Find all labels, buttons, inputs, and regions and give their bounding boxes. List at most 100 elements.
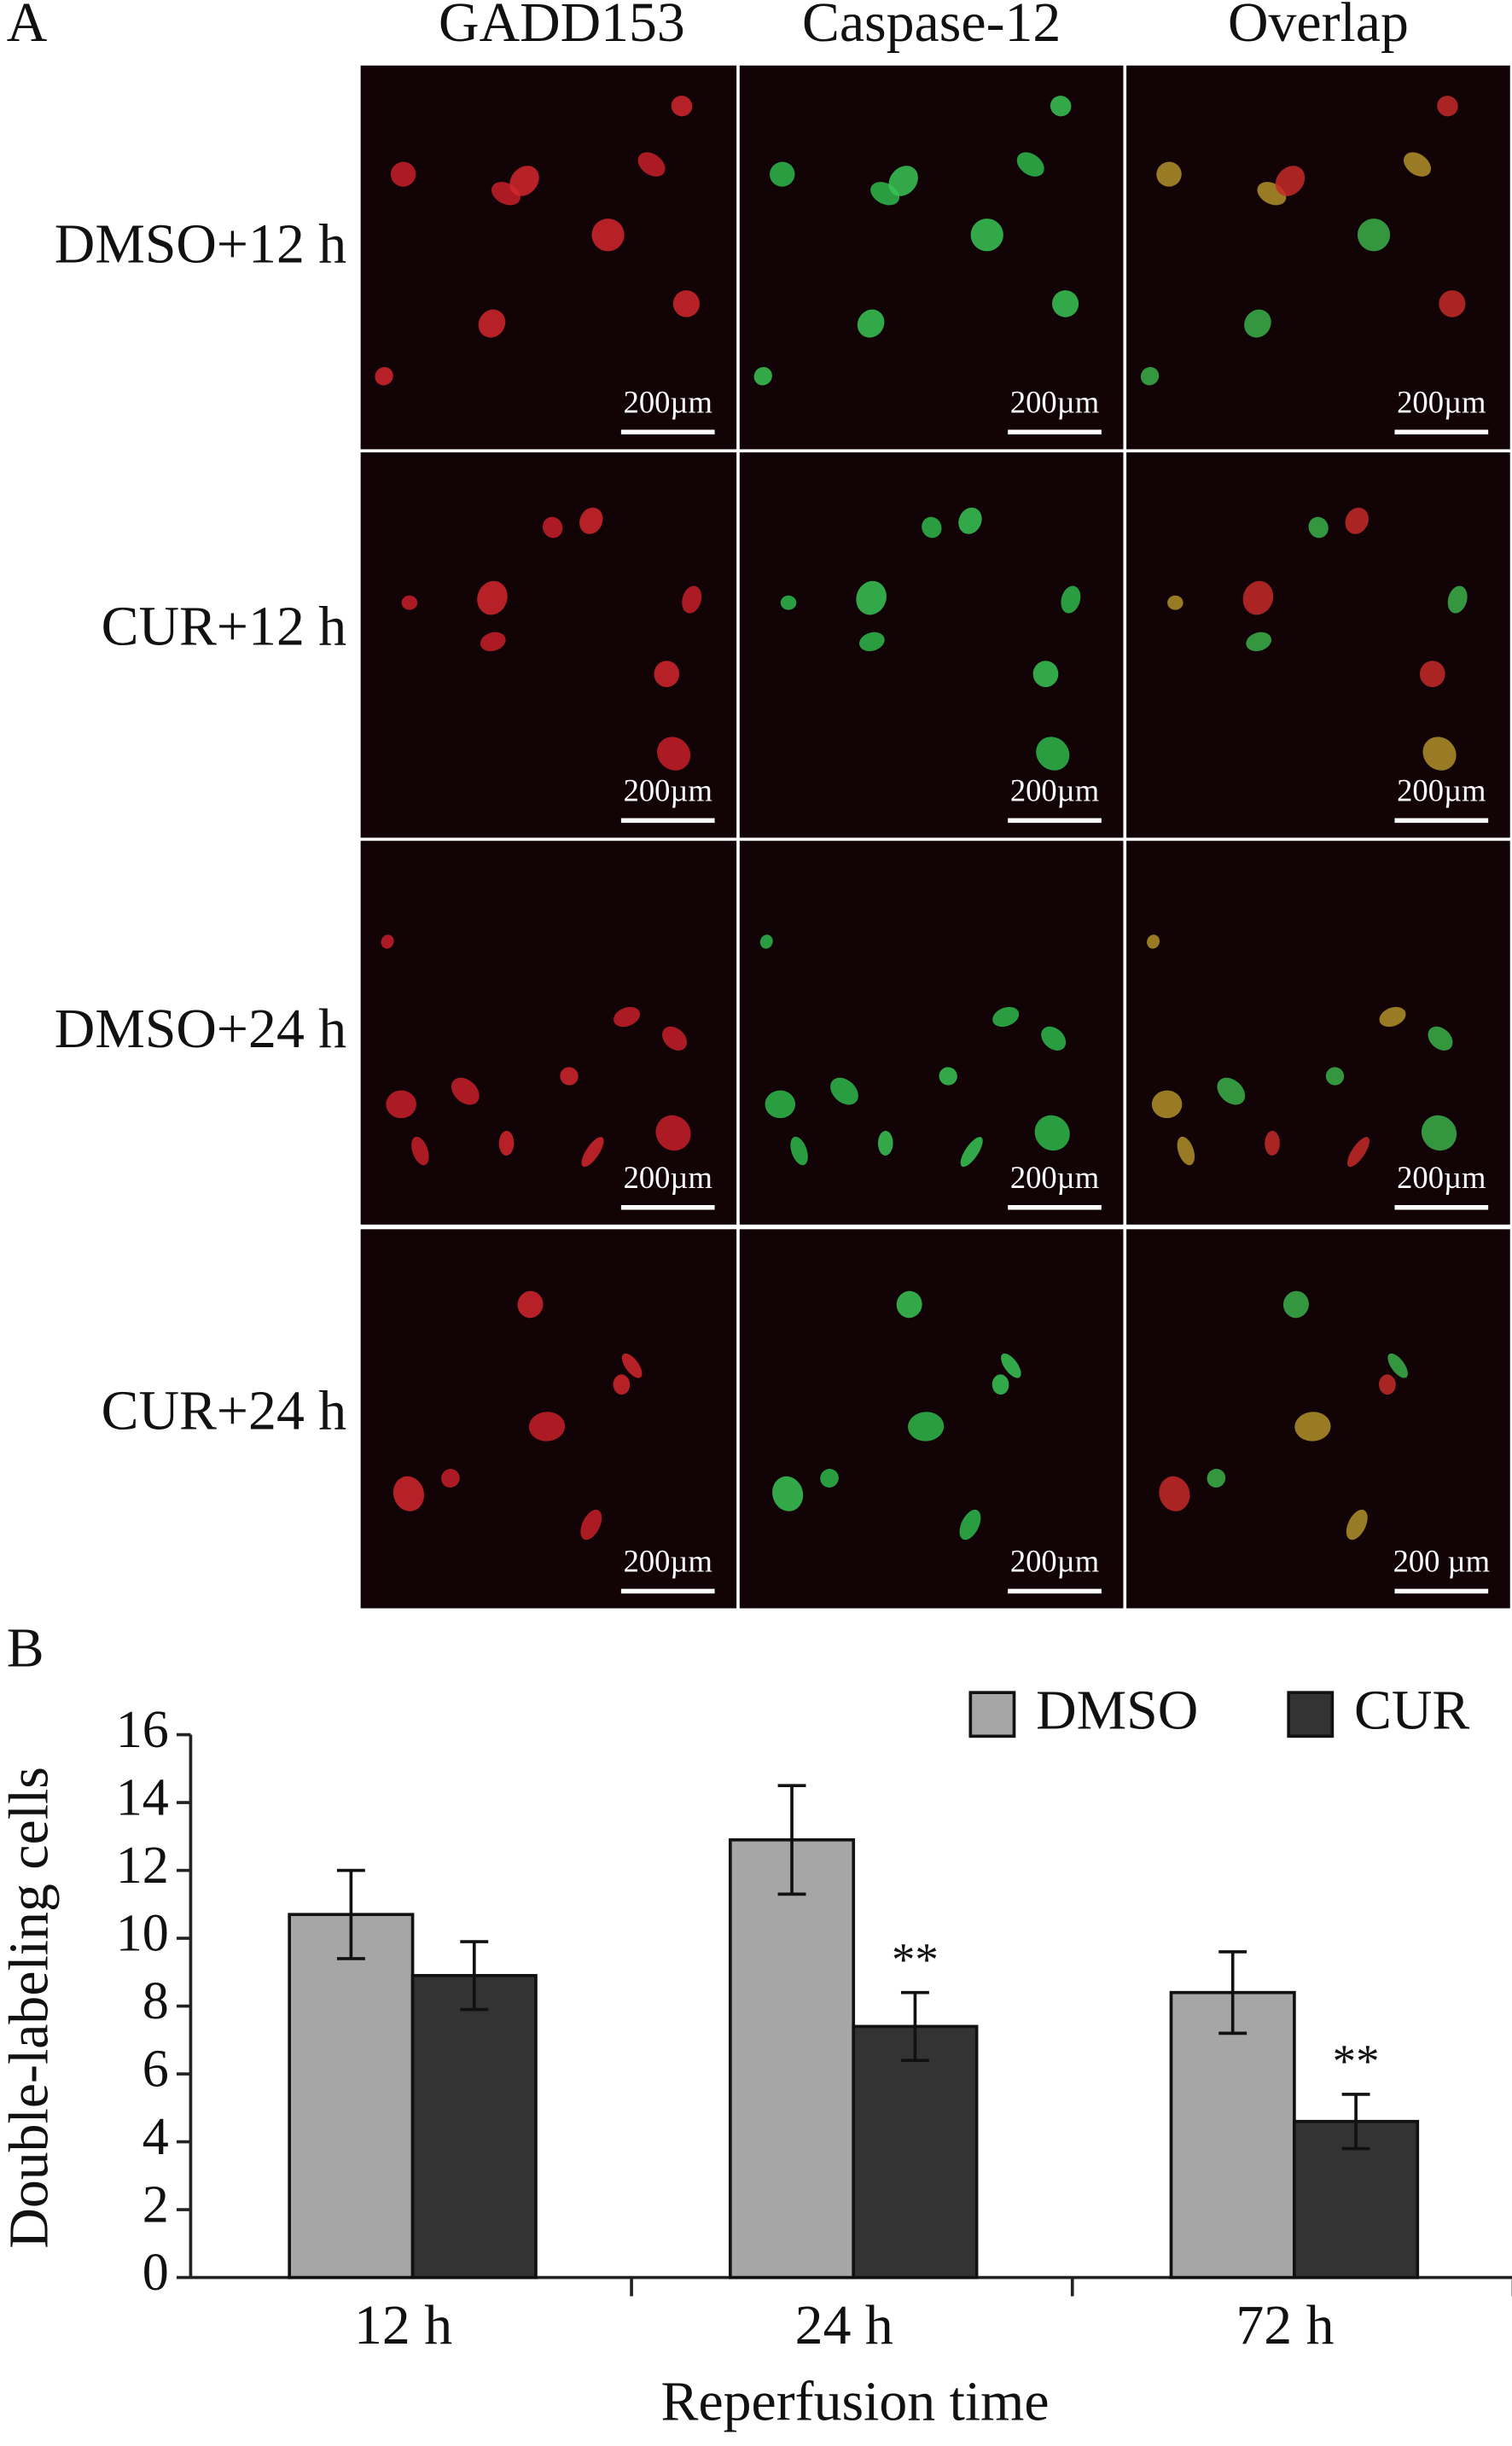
cell	[1346, 1509, 1368, 1540]
cell	[621, 1353, 643, 1378]
cell	[1242, 580, 1274, 615]
cell	[1265, 1131, 1280, 1156]
cell	[877, 1131, 893, 1156]
cell	[1346, 1137, 1370, 1168]
cell	[1308, 516, 1329, 539]
cell	[381, 935, 394, 949]
cell	[543, 516, 563, 539]
cell	[1294, 1412, 1331, 1441]
y-tick-label: 14	[116, 1768, 169, 1826]
cell	[1052, 290, 1079, 317]
cell	[1437, 96, 1458, 117]
legend-label: CUR	[1354, 1680, 1469, 1742]
cell	[579, 507, 603, 534]
legend-swatch	[968, 1691, 1016, 1738]
legend-swatch	[1287, 1691, 1335, 1738]
cell	[1325, 1067, 1345, 1086]
cell	[765, 1090, 796, 1119]
cell	[517, 1290, 544, 1319]
cell	[1177, 1136, 1195, 1166]
cell	[478, 309, 506, 338]
bar	[410, 1973, 538, 2280]
y-tick-label: 6	[142, 2040, 169, 2098]
cell	[411, 1136, 429, 1166]
cell	[759, 935, 773, 949]
cell	[1041, 1026, 1067, 1051]
scale-bar-label: 200µm	[624, 385, 712, 420]
cell	[451, 1077, 480, 1105]
cell	[655, 1115, 691, 1151]
y-tick-label: 10	[116, 1904, 169, 1962]
cell	[671, 96, 693, 117]
cell	[1379, 1374, 1396, 1395]
cell	[769, 161, 795, 187]
cell	[1246, 632, 1272, 651]
cell	[614, 1006, 641, 1028]
scale-bar-label: 200µm	[624, 773, 712, 808]
cell	[375, 367, 393, 386]
cell	[657, 737, 691, 771]
cell	[820, 1469, 839, 1488]
cell	[958, 507, 982, 534]
column-header: Overlap	[1228, 0, 1409, 54]
cell	[992, 1374, 1009, 1395]
cell	[1447, 585, 1468, 614]
cell	[992, 1006, 1020, 1028]
y-tick-label: 16	[116, 1701, 169, 1759]
scale-bar-label: 200µm	[624, 1544, 712, 1579]
cell	[859, 632, 885, 651]
scale-bar-label: 200µm	[1010, 1544, 1099, 1579]
significance-mark: **	[1333, 2035, 1380, 2088]
cell	[896, 1290, 922, 1319]
cell	[1345, 507, 1369, 534]
cell	[970, 218, 1003, 252]
cell	[1207, 1469, 1226, 1488]
cell	[856, 580, 887, 615]
cell	[1156, 161, 1182, 187]
bar	[852, 2024, 979, 2280]
cell	[1422, 737, 1457, 771]
cell	[1275, 166, 1306, 196]
cell	[401, 595, 418, 610]
cell	[672, 290, 700, 317]
cell	[386, 1090, 416, 1119]
column-header: GADD153	[439, 0, 685, 54]
cell	[1404, 152, 1432, 177]
cell	[480, 632, 506, 651]
scale-bar-label: 200µm	[1397, 385, 1486, 420]
row-label: DMSO+24 h	[55, 998, 346, 1060]
scale-bar-label: 200µm	[624, 1160, 712, 1195]
micrograph	[360, 452, 737, 838]
scale-bar-label: 200µm	[1010, 385, 1099, 420]
row-label: CUR+12 h	[102, 595, 347, 657]
bar	[729, 1837, 856, 2280]
cell	[662, 1026, 688, 1051]
cell	[1217, 1077, 1246, 1105]
x-tick-label: 12 h	[354, 2294, 452, 2356]
bar	[1169, 1990, 1296, 2280]
cell	[857, 309, 885, 338]
cell	[1034, 1115, 1070, 1151]
cell	[753, 367, 772, 386]
cell	[960, 1137, 983, 1168]
cell	[682, 585, 702, 614]
cell	[939, 1067, 957, 1086]
cell	[613, 1374, 631, 1395]
cell	[654, 661, 680, 688]
x-tick-label: 72 h	[1236, 2294, 1334, 2356]
cell	[591, 218, 625, 252]
y-tick-label: 12	[116, 1837, 169, 1895]
y-tick-label: 2	[142, 2175, 169, 2233]
cell	[1428, 1026, 1453, 1051]
scale-bar-label: 200µm	[1010, 1160, 1099, 1195]
cell	[1001, 1353, 1021, 1378]
x-axis-label: Reperfusion time	[661, 2370, 1050, 2432]
scale-bar-label: 200 µm	[1393, 1544, 1490, 1579]
cell	[637, 152, 666, 177]
cell	[477, 580, 508, 615]
y-tick-label: 8	[142, 1972, 169, 2030]
bar	[288, 1913, 415, 2280]
cell	[772, 1476, 804, 1511]
cell	[1167, 595, 1183, 610]
